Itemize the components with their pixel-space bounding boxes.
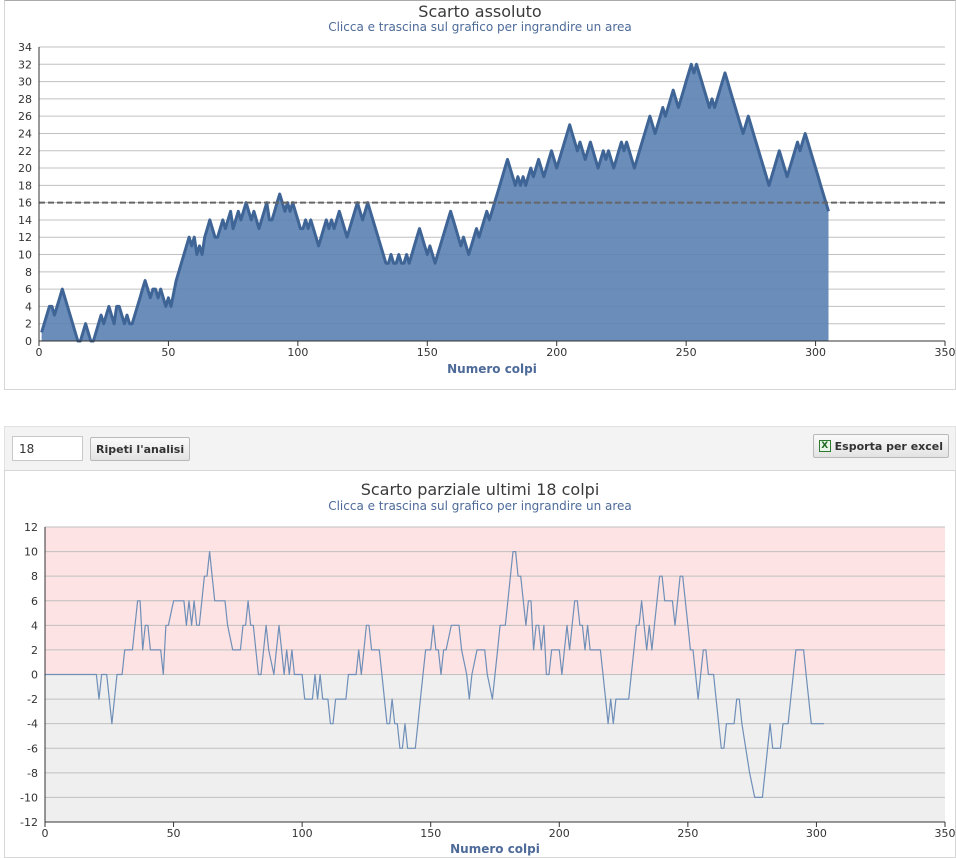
y-tick-label: 20 [18, 162, 32, 175]
x-tick-label: 300 [805, 346, 826, 359]
y-tick-label: 34 [18, 41, 32, 54]
y-tick-label: -4 [27, 718, 38, 731]
excel-icon: X [818, 440, 831, 452]
x-tick-label: 250 [677, 827, 698, 840]
y-tick-label: -2 [27, 693, 38, 706]
analysis-toolbar: Ripeti l'analisi X Esporta per excel [4, 426, 956, 470]
x-tick-label: 200 [549, 827, 570, 840]
y-tick-label: 24 [18, 127, 32, 140]
x-tick-label: 0 [36, 346, 43, 359]
y-tick-label: 6 [25, 283, 32, 296]
export-excel-label: Esporta per excel [834, 439, 943, 453]
series-line [40, 62, 830, 343]
chart-title-absolute: Scarto assoluto [418, 2, 542, 21]
x-tick-label: 200 [546, 346, 567, 359]
x-axis-title: Numero colpi [450, 842, 540, 856]
x-axis-title: Numero colpi [447, 362, 537, 376]
x-tick-label: 350 [935, 346, 956, 359]
x-tick-label: 50 [161, 346, 175, 359]
repeat-analysis-label: Ripeti l'analisi [96, 442, 185, 456]
y-tick-label: 8 [25, 266, 32, 279]
x-tick-label: 150 [417, 346, 438, 359]
chart-title-partial: Scarto parziale ultimi 18 colpi [360, 480, 600, 499]
absolute-deviation-chart-panel: Scarto assoluto Clicca e trascina sul gr… [4, 0, 956, 390]
y-tick-label: 22 [18, 145, 32, 158]
y-tick-label: 4 [31, 619, 38, 632]
y-tick-label: 6 [31, 595, 38, 608]
repeat-analysis-button[interactable]: Ripeti l'analisi [90, 437, 191, 461]
x-tick-label: 100 [287, 346, 308, 359]
x-tick-label: 300 [806, 827, 827, 840]
y-tick-label: 32 [18, 58, 32, 71]
y-tick-label: 16 [18, 197, 32, 210]
series-area [41, 64, 829, 342]
chart-subtitle-absolute: Clicca e trascina sul grafico per ingran… [328, 20, 632, 34]
y-tick-label: -8 [27, 767, 38, 780]
y-tick-label: 12 [18, 231, 32, 244]
x-tick-label: 50 [167, 827, 181, 840]
shots-count-input[interactable] [12, 436, 83, 461]
x-tick-label: 0 [42, 827, 49, 840]
y-tick-label: 30 [18, 76, 32, 89]
x-tick-label: 250 [676, 346, 697, 359]
y-tick-label: -6 [27, 742, 38, 755]
y-tick-label: 14 [18, 214, 32, 227]
y-tick-label: 0 [25, 335, 32, 348]
x-tick-label: 100 [292, 827, 313, 840]
y-tick-label: 2 [25, 318, 32, 331]
y-tick-label: 2 [31, 644, 38, 657]
partial-deviation-chart-panel: Scarto parziale ultimi 18 colpi Clicca e… [4, 470, 956, 858]
y-tick-label: 28 [18, 93, 32, 106]
y-tick-label: 10 [24, 546, 38, 559]
y-tick-label: 10 [18, 249, 32, 262]
y-tick-label: 0 [31, 669, 38, 682]
y-tick-label: 18 [18, 179, 32, 192]
y-tick-label: -12 [20, 816, 38, 829]
export-excel-button[interactable]: X Esporta per excel [812, 434, 949, 458]
partial-deviation-chart[interactable]: -12 -10 -8 -6 -4 -2 0 2 4 6 8 10 12 0 50 100 150 200 250 30… [5, 471, 955, 857]
y-tick-label: -10 [20, 791, 38, 804]
chart-subtitle-partial: Clicca e trascina sul grafico per ingran… [328, 499, 632, 513]
y-tick-label: 4 [25, 300, 32, 313]
y-tick-label: 12 [24, 521, 38, 534]
x-tick-label: 350 [935, 827, 956, 840]
y-tick-label: 26 [18, 110, 32, 123]
y-tick-label: 8 [31, 570, 38, 583]
series-line [45, 551, 825, 798]
x-tick-label: 150 [420, 827, 441, 840]
